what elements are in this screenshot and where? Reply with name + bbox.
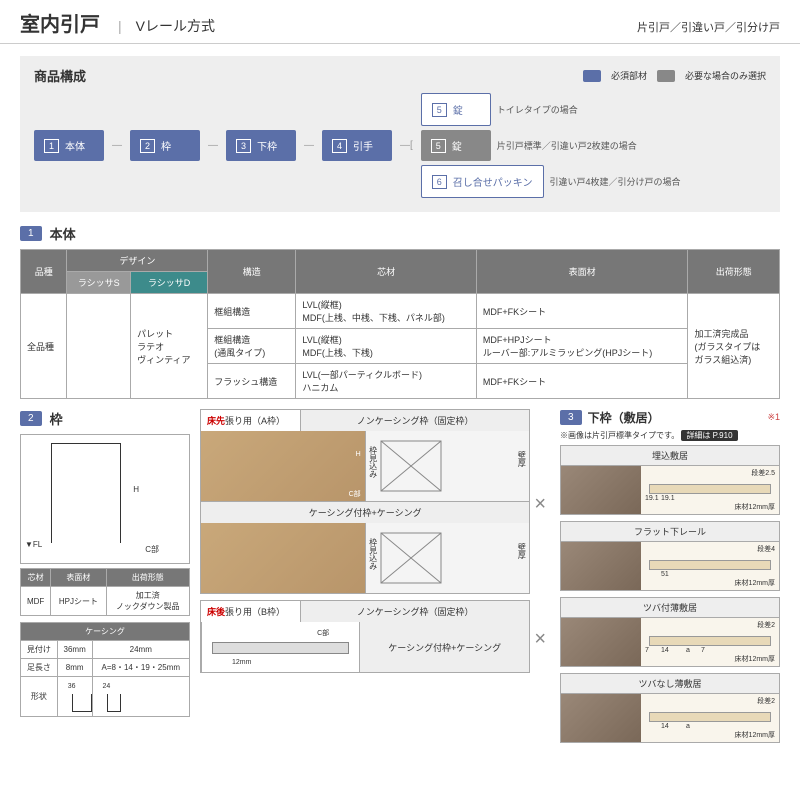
frame-column: 2 枠 ▼FL C部 H 芯材表面材出荷形態 MDFHPJシート加工済 ノックダ…	[20, 409, 190, 749]
legend: 必須部材 必要な場合のみ選択	[583, 69, 766, 82]
page-title: 室内引戸	[20, 8, 100, 37]
step-4: 4引手	[322, 130, 392, 161]
legend-req-label: 必須部材	[611, 69, 647, 82]
legend-opt-swatch	[657, 70, 675, 82]
branch-2: 5錠	[421, 130, 491, 161]
legend-req-swatch	[583, 70, 601, 82]
lower-row: 2 枠 ▼FL C部 H 芯材表面材出荷形態 MDFHPJシート加工済 ノックダ…	[20, 409, 780, 749]
product-config: 商品構成 必須部材 必要な場合のみ選択 1本体 — 2枠 — 3下枠 — 4引手…	[20, 56, 780, 212]
page-subtitle: Vレール方式	[136, 16, 215, 36]
frame-b-diagram: C部12mm	[201, 622, 359, 672]
connector: —	[208, 140, 218, 151]
frame-variants-column: 床先張り用（A枠）ノンケーシング枠（固定枠） C部H 枠見込み壁厚 ケーシング付…	[200, 409, 550, 749]
section-1-header: 1 本体	[20, 224, 780, 243]
frame-diagram: ▼FL C部 H	[20, 434, 190, 564]
step-2: 2枠	[130, 130, 200, 161]
main-body-table: 品種 デザイン 構造 芯材 表面材 出荷形態 ラシッサS ラシッサD 全品種 パ…	[20, 249, 780, 399]
connector: —	[112, 140, 122, 151]
connector: —	[304, 140, 314, 151]
sill-item: ツバなし薄敷居段差214a床材12mm厚	[560, 673, 780, 743]
section-num: 1	[20, 226, 42, 241]
sill-column: 3 下枠（敷居） ※1 ※画像は片引戸標準タイプです。 詳細は P.910 埋込…	[560, 409, 780, 749]
step-1: 1本体	[34, 130, 104, 161]
branch-column: 5錠トイレタイプの場合 5錠片引戸標準／引違い戸2枚建の場合 6召し合せパッキン…	[421, 93, 681, 198]
sill-note: ※画像は片引戸標準タイプです。 詳細は P.910	[560, 430, 780, 441]
legend-opt-label: 必要な場合のみ選択	[685, 69, 766, 82]
frame-a: 床先張り用（A枠）ノンケーシング枠（固定枠） C部H 枠見込み壁厚 ケーシング付…	[200, 409, 530, 594]
connector-branch: —[	[400, 140, 413, 151]
material-table: 芯材表面材出荷形態 MDFHPJシート加工済 ノックダウン製品	[20, 568, 190, 616]
step-3: 3下枠	[226, 130, 296, 161]
sill-item: フラット下レール段差451床材12mm厚	[560, 521, 780, 591]
branch-1: 5錠	[421, 93, 491, 126]
frame-a-cross: 枠見込み壁厚	[365, 431, 530, 501]
flow-row: 1本体 — 2枠 — 3下枠 — 4引手 —[ 5錠トイレタイプの場合 5錠片引…	[34, 93, 766, 198]
section-label: 本体	[50, 224, 76, 243]
config-title: 商品構成	[34, 66, 86, 85]
x-separator: ×	[534, 493, 546, 516]
frame-a2-photo	[201, 523, 365, 593]
frame-a2-cross: 枠見込み壁厚	[365, 523, 530, 593]
header-right: 片引戸／引違い戸／引分け戸	[637, 19, 780, 35]
frame-b: 床後張り用（B枠）ノンケーシング枠（固定枠） C部12mm ケーシング付枠+ケー…	[200, 600, 530, 673]
sill-item: ツバ付薄敷居段差2147a7床材12mm厚	[560, 597, 780, 667]
casing-table: ケーシング 見付け36mm24mm 足長さ8mmA=8・14・19・25mm 形…	[20, 622, 190, 717]
frame-a-photo: C部H	[201, 431, 365, 501]
x-separator: ×	[534, 628, 546, 651]
page-header: 室内引戸 | Vレール方式 片引戸／引違い戸／引分け戸	[0, 0, 800, 44]
branch-3: 6召し合せパッキン	[421, 165, 544, 198]
title-divider: |	[118, 18, 122, 34]
sill-item: 埋込敷居段差2.519.119.1床材12mm厚	[560, 445, 780, 515]
